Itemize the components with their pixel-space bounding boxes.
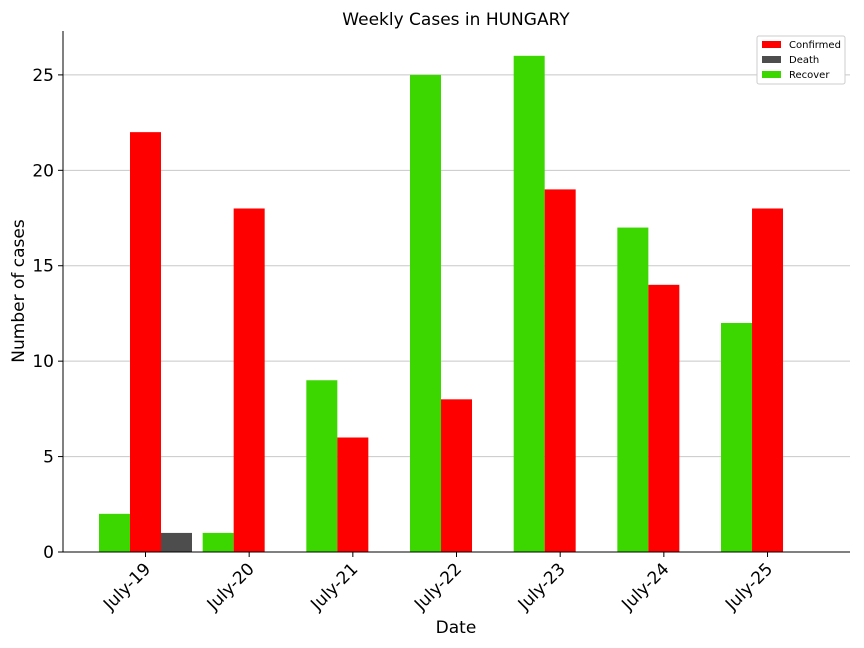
legend-swatch-confirmed bbox=[762, 41, 781, 48]
legend-label-death: Death bbox=[789, 55, 819, 66]
y-tick-label: 20 bbox=[32, 161, 54, 181]
y-tick-label: 5 bbox=[43, 448, 54, 468]
y-tick-label: 10 bbox=[32, 352, 54, 372]
bar-recover-july-20 bbox=[202, 532, 234, 552]
bar-recover-july-22 bbox=[410, 74, 442, 553]
bar-confirmed-july-23 bbox=[544, 189, 576, 552]
x-tick-label: July-19 bbox=[99, 559, 155, 615]
y-tick-label: 0 bbox=[43, 543, 54, 563]
bar-confirmed-july-25 bbox=[752, 208, 784, 552]
legend: Confirmed Death Recover bbox=[756, 35, 846, 85]
legend-label-confirmed: Confirmed bbox=[789, 40, 841, 51]
x-ticks: July-19 July-20 July-21 July-22 July-23 July-… bbox=[99, 552, 777, 615]
x-tick-label: July-24 bbox=[617, 559, 673, 615]
x-tick-label: July-21 bbox=[306, 559, 362, 615]
bar-recover-july-24 bbox=[617, 227, 649, 553]
bar-recover-july-19 bbox=[99, 513, 130, 552]
grid-lines bbox=[63, 74, 850, 458]
bar-confirmed-july-20 bbox=[233, 208, 265, 552]
y-axis-label: Number of cases bbox=[9, 219, 29, 363]
x-tick-label: July-22 bbox=[410, 559, 466, 615]
bars bbox=[99, 55, 784, 553]
legend-swatch-recover bbox=[762, 71, 781, 78]
bar-confirmed-july-22 bbox=[441, 399, 473, 552]
x-tick-label: July-23 bbox=[514, 559, 570, 615]
y-tick-label: 15 bbox=[32, 257, 54, 277]
legend-swatch-death bbox=[762, 56, 781, 63]
bar-recover-july-25 bbox=[721, 322, 753, 552]
x-axis-label: Date bbox=[436, 618, 477, 638]
bar-death-july-19 bbox=[161, 532, 192, 552]
y-ticks: 0 5 10 15 20 25 bbox=[32, 66, 63, 563]
bar-recover-july-23 bbox=[513, 55, 545, 553]
bar-confirmed-july-24 bbox=[648, 284, 680, 552]
bar-recover-july-21 bbox=[306, 380, 338, 552]
bar-confirmed-july-21 bbox=[337, 437, 369, 552]
x-tick-label: July-25 bbox=[721, 559, 777, 615]
y-tick-label: 25 bbox=[32, 66, 54, 86]
legend-label-recover: Recover bbox=[789, 70, 830, 81]
chart-title: Weekly Cases in HUNGARY bbox=[342, 10, 570, 30]
bar-confirmed-july-19 bbox=[130, 132, 161, 552]
x-tick-label: July-20 bbox=[203, 559, 259, 615]
